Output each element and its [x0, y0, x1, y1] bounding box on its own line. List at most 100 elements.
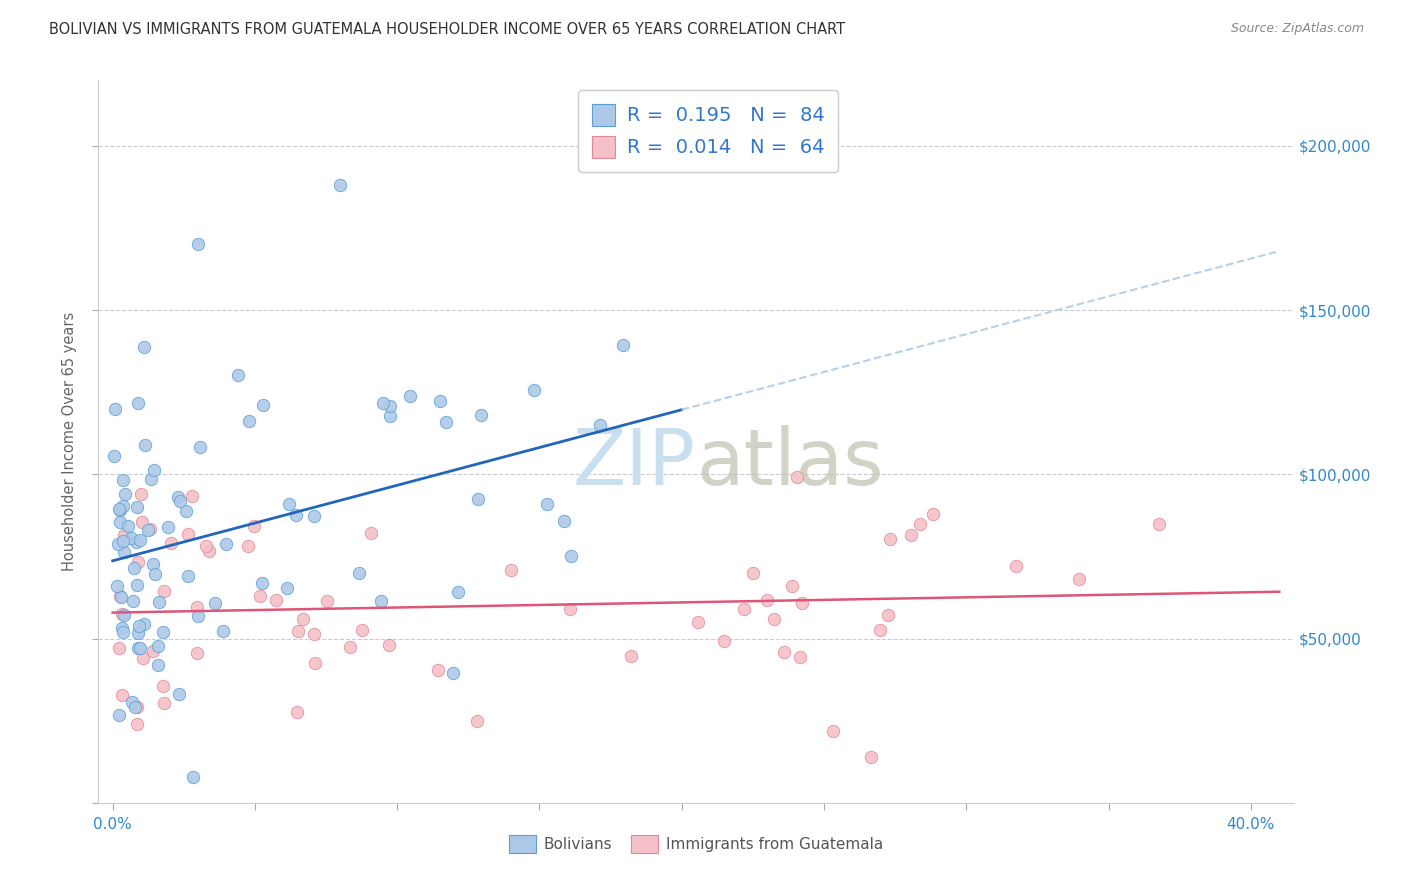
- Point: [142, 644, 165, 658]
- Point: [1067, 573, 1090, 587]
- Point: [124, 699, 146, 714]
- Point: [470, 409, 492, 423]
- Point: [370, 594, 392, 608]
- Point: [112, 527, 135, 541]
- Point: [250, 576, 273, 591]
- Point: [112, 500, 135, 514]
- Point: [111, 473, 134, 487]
- Point: [399, 389, 422, 403]
- Point: [112, 545, 135, 559]
- Point: [441, 666, 464, 681]
- Point: [107, 707, 129, 722]
- Point: [434, 415, 457, 429]
- Point: [157, 519, 180, 533]
- Point: [226, 368, 249, 382]
- Point: [204, 596, 226, 610]
- Point: [167, 491, 190, 505]
- Point: [127, 625, 149, 640]
- Point: [195, 539, 218, 553]
- Point: [285, 508, 308, 522]
- Point: [465, 714, 488, 728]
- Text: atlas: atlas: [696, 425, 883, 501]
- Point: [277, 498, 299, 512]
- Point: [121, 695, 143, 709]
- Point: [153, 696, 176, 710]
- Point: [686, 615, 709, 629]
- Point: [110, 503, 132, 517]
- Point: [103, 449, 125, 463]
- Point: [160, 536, 183, 550]
- Point: [501, 563, 523, 577]
- Point: [127, 717, 149, 731]
- Point: [108, 515, 131, 529]
- Point: [242, 518, 264, 533]
- Point: [329, 178, 352, 193]
- Point: [198, 544, 221, 558]
- Point: [186, 647, 208, 661]
- Point: [789, 650, 811, 665]
- Point: [921, 507, 943, 521]
- Point: [302, 627, 325, 641]
- Point: [124, 534, 146, 549]
- Point: [560, 549, 582, 564]
- Point: [131, 487, 153, 501]
- Point: [142, 463, 165, 477]
- Point: [167, 687, 190, 701]
- Point: [190, 440, 212, 454]
- Point: [181, 489, 204, 503]
- Point: [134, 437, 156, 451]
- Point: [380, 399, 402, 413]
- Point: [347, 566, 370, 580]
- Point: [153, 584, 176, 599]
- Point: [105, 579, 128, 593]
- Point: [136, 524, 159, 538]
- Point: [786, 470, 808, 484]
- Point: [360, 526, 382, 541]
- Point: [177, 568, 200, 582]
- Point: [215, 537, 238, 551]
- Point: [304, 508, 326, 523]
- Point: [125, 700, 148, 714]
- Point: [350, 624, 373, 638]
- Point: [536, 497, 558, 511]
- Point: [560, 602, 582, 616]
- Point: [107, 502, 129, 516]
- Point: [772, 645, 794, 659]
- Point: [187, 237, 209, 252]
- Point: [249, 589, 271, 603]
- Point: [122, 561, 145, 575]
- Point: [238, 414, 260, 428]
- Point: [128, 533, 150, 547]
- Point: [121, 531, 143, 545]
- Point: [127, 640, 149, 655]
- Text: BOLIVIAN VS IMMIGRANTS FROM GUATEMALA HOUSEHOLDER INCOME OVER 65 YEARS CORRELATI: BOLIVIAN VS IMMIGRANTS FROM GUATEMALA HO…: [49, 22, 845, 37]
- Point: [339, 640, 361, 654]
- Point: [276, 581, 298, 595]
- Point: [111, 621, 134, 635]
- Text: ZIP: ZIP: [574, 425, 696, 501]
- Point: [427, 663, 450, 677]
- Point: [107, 537, 129, 551]
- Point: [103, 402, 125, 417]
- Point: [125, 578, 148, 592]
- Point: [152, 625, 174, 640]
- Text: Source: ZipAtlas.com: Source: ZipAtlas.com: [1230, 22, 1364, 36]
- Point: [733, 602, 755, 616]
- Point: [859, 749, 882, 764]
- Point: [291, 612, 314, 626]
- Point: [742, 566, 765, 580]
- Point: [589, 417, 612, 432]
- Point: [117, 519, 139, 533]
- Point: [879, 533, 901, 547]
- Point: [553, 514, 575, 528]
- Point: [112, 534, 135, 549]
- Point: [148, 594, 170, 608]
- Point: [128, 618, 150, 632]
- Point: [877, 607, 900, 622]
- Point: [152, 679, 174, 693]
- Point: [112, 625, 135, 640]
- Point: [212, 624, 235, 639]
- Point: [110, 607, 132, 621]
- Y-axis label: Householder Income Over 65 years: Householder Income Over 65 years: [62, 312, 77, 571]
- Point: [110, 589, 132, 603]
